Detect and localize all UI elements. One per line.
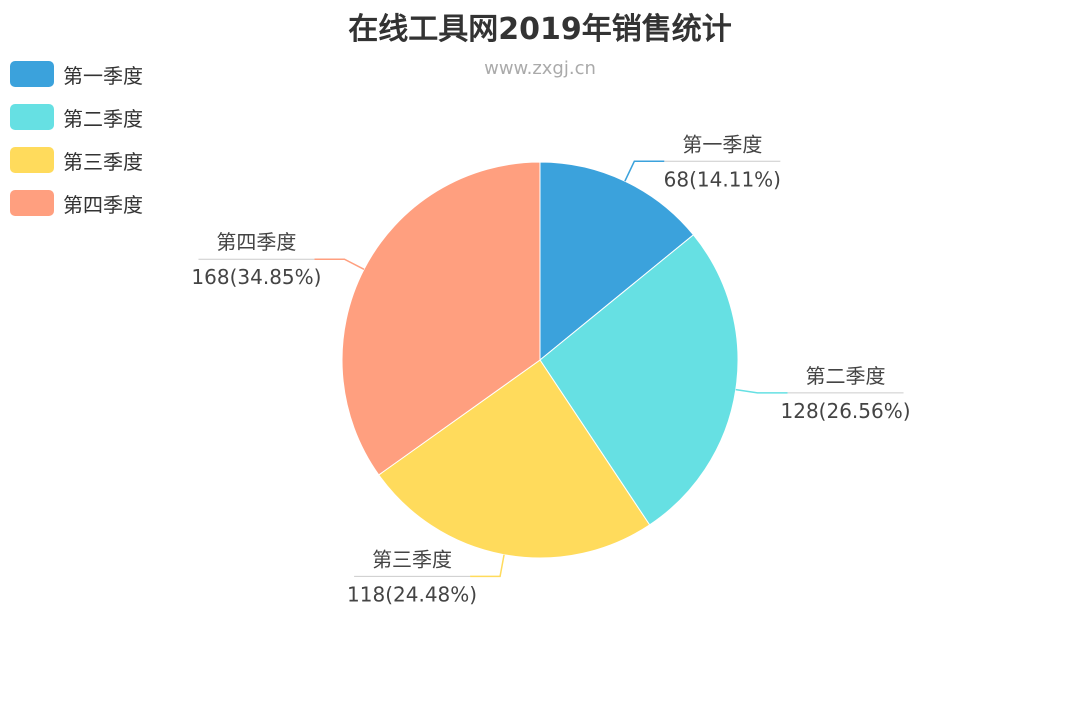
slice-label-name-q1: 第一季度	[682, 132, 762, 156]
legend-item-q4[interactable]: 第四季度	[10, 189, 143, 217]
chart-subtitle[interactable]: www.zxgj.cn	[484, 58, 596, 79]
legend-label-q2: 第二季度	[63, 106, 143, 131]
slice-label-name-q3: 第三季度	[372, 547, 452, 571]
legend-label-q3: 第三季度	[63, 149, 143, 174]
slice-label-value-q3: 118(24.48%)	[347, 582, 477, 606]
slice-label-name-q4: 第四季度	[216, 230, 296, 254]
slice-label-name-q2: 第二季度	[806, 364, 886, 388]
label-line-q2	[735, 388, 788, 394]
label-line-q1	[624, 160, 665, 182]
slice-label-value-q2: 128(26.56%)	[781, 399, 911, 423]
legend-label-q4: 第四季度	[63, 192, 143, 217]
pie-slice-q3[interactable]	[378, 359, 651, 559]
slice-label-value-q1: 68(14.11%)	[664, 167, 781, 191]
pie-slice-q1[interactable]	[539, 161, 695, 362]
legend-item-q1[interactable]: 第一季度	[10, 60, 143, 88]
legend-label-q1: 第一季度	[63, 63, 143, 88]
legend-swatch-q1	[10, 61, 54, 87]
label-line-q4	[314, 258, 365, 270]
chart-title: 在线工具网2019年销售统计	[348, 12, 732, 47]
legend-item-q2[interactable]: 第二季度	[10, 103, 143, 131]
chart-legend: 第一季度 第二季度 第三季度 第四季度	[10, 60, 143, 232]
legend-swatch-q3	[10, 147, 54, 173]
pie-slice-q4[interactable]	[341, 161, 541, 476]
label-line-q3	[470, 554, 505, 578]
legend-swatch-q4	[10, 190, 54, 216]
slice-label-value-q4: 168(34.85%)	[191, 265, 321, 289]
legend-item-q3[interactable]: 第三季度	[10, 146, 143, 174]
pie-slice-q2[interactable]	[539, 234, 739, 526]
legend-swatch-q2	[10, 104, 54, 130]
